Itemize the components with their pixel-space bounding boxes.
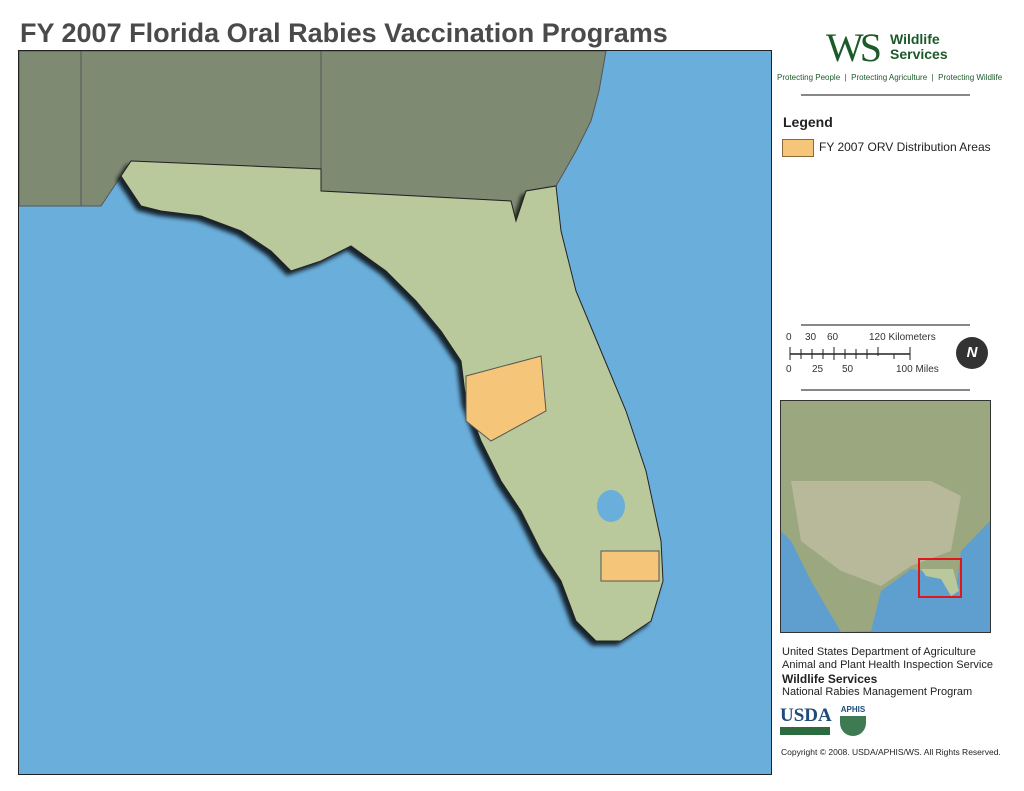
copyright: Copyright © 2008. USDA/APHIS/WS. All Rig…	[781, 747, 1001, 757]
logo-name-2: Services	[890, 46, 948, 62]
aphis-logo-shield	[840, 716, 866, 736]
florida	[120, 160, 664, 642]
florida-map-svg	[19, 51, 664, 642]
distribution-area-tampa	[465, 355, 547, 442]
credit-ws: Wildlife Services	[782, 672, 878, 686]
aphis-logo: APHIS	[838, 705, 868, 737]
legend-heading: Legend	[783, 114, 833, 130]
usda-text: USDA	[780, 705, 832, 726]
inset-map	[780, 400, 991, 633]
km-60: 60	[827, 332, 839, 343]
inset-extent-box	[918, 558, 962, 598]
mi-100: 100 Miles	[896, 364, 939, 375]
km-120: 120 Kilometers	[869, 332, 936, 343]
legend-item-label: FY 2007 ORV Distribution Areas	[819, 140, 991, 154]
map-title: FY 2007 Florida Oral Rabies Vaccination …	[20, 18, 668, 48]
credit-usda: United States Department of Agriculture	[782, 646, 976, 658]
inset-map-svg	[781, 401, 990, 632]
usda-logo: USDA	[780, 705, 832, 737]
north-arrow-icon: N	[956, 337, 988, 369]
km-0: 0	[786, 332, 792, 343]
divider	[801, 324, 970, 326]
divider	[801, 94, 970, 96]
mi-25: 25	[812, 364, 824, 375]
logo-tagline: Protecting People | Protecting Agricultu…	[777, 73, 1003, 82]
credit-aphis: Animal and Plant Health Inspection Servi…	[782, 659, 993, 671]
lake-okeechobee	[597, 490, 625, 522]
tagline-people: Protecting People	[777, 73, 841, 82]
km-30: 30	[805, 332, 817, 343]
mi-0: 0	[786, 364, 792, 375]
legend-swatch	[782, 139, 814, 157]
scale-mi-labels: 0 25 50 100 Miles	[786, 364, 946, 376]
inset-florida	[921, 569, 959, 596]
tagline-wildlife: Protecting Wildlife	[938, 73, 1003, 82]
usda-logo-stripe	[780, 727, 830, 735]
credit-nrmp: National Rabies Management Program	[782, 686, 973, 698]
scale-km-labels: 0 30 60 120 Kilometers	[786, 332, 946, 344]
divider	[801, 389, 970, 391]
mi-50: 50	[842, 364, 854, 375]
distribution-area-south	[600, 550, 660, 582]
credits: United States Department of Agriculture …	[782, 646, 993, 699]
scale-bar	[789, 347, 911, 360]
north-letter: N	[966, 344, 978, 361]
wildlife-services-logo: WS Wildlife Services	[826, 25, 976, 70]
tagline-agriculture: Protecting Agriculture	[851, 73, 928, 82]
aphis-text: APHIS	[840, 705, 866, 714]
logo-name-1: Wildlife	[890, 31, 940, 47]
main-map[interactable]	[18, 50, 772, 775]
logo-name: Wildlife Services	[890, 32, 948, 62]
logo-mark: WS	[826, 25, 882, 70]
